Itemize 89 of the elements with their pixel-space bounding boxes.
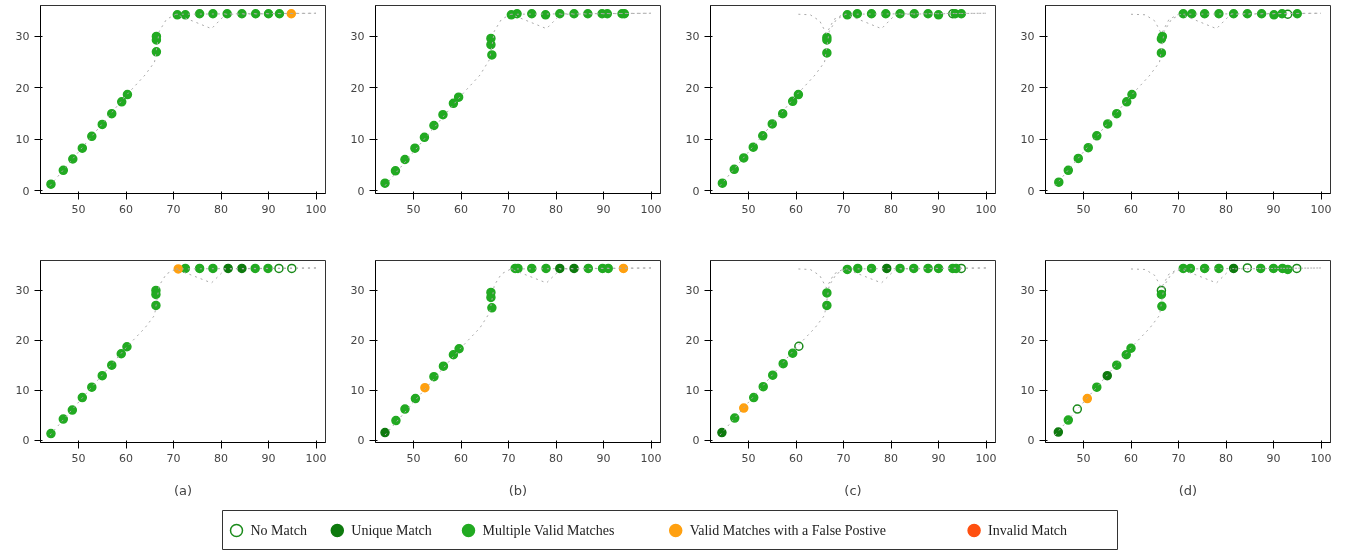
legend-label: Valid Matches with a False Postive [689, 523, 887, 538]
x-tick-label: 90 [1266, 451, 1281, 465]
y-tick-label: 10 [685, 133, 700, 147]
x-tick-label: 100 [305, 202, 327, 216]
y-tick-label: 20 [1020, 81, 1035, 95]
x-tick-label: 50 [71, 202, 86, 216]
y-tick-label: 10 [350, 384, 365, 398]
y-tick-label: 0 [357, 434, 365, 448]
y-tick-label: 0 [357, 184, 365, 198]
x-tick-label: 60 [119, 202, 133, 216]
y-tick-label: 30 [15, 284, 30, 298]
x-tick-label: 90 [261, 451, 276, 465]
y-tick-label: 0 [22, 434, 30, 448]
y-tick-label: 0 [1027, 184, 1035, 198]
x-tick-label: 100 [975, 451, 997, 465]
x-tick-label: 80 [1219, 202, 1233, 216]
x-tick-label: 90 [596, 202, 611, 216]
y-tick-label: 20 [15, 334, 30, 348]
x-tick-label: 90 [931, 202, 946, 216]
x-tick-label: 70 [836, 451, 851, 465]
y-tick-label: 10 [15, 384, 30, 398]
y-tick-label: 10 [1020, 384, 1035, 398]
y-tick-label: 20 [1020, 334, 1035, 348]
x-tick-label: 90 [1266, 202, 1281, 216]
x-tick-label: 70 [1171, 202, 1186, 216]
y-tick-label: 0 [1027, 434, 1035, 448]
x-axis-title: (c) [844, 482, 862, 498]
legend-label: No Match [250, 523, 307, 538]
x-tick-label: 50 [1076, 451, 1091, 465]
x-tick-label: 90 [931, 451, 946, 465]
x-tick-label: 100 [640, 451, 662, 465]
x-tick-label: 90 [261, 202, 276, 216]
y-tick-label: 30 [685, 284, 700, 298]
y-tick-label: 30 [15, 30, 30, 44]
legend-label: Invalid Match [988, 523, 1068, 538]
x-tick-label: 50 [1076, 202, 1091, 216]
x-tick-label: 70 [166, 202, 181, 216]
x-tick-label: 80 [549, 451, 563, 465]
x-tick-label: 50 [741, 451, 756, 465]
x-tick-label: 80 [1219, 451, 1233, 465]
y-tick-label: 10 [1020, 133, 1035, 147]
y-tick-label: 30 [1020, 30, 1035, 44]
x-tick-label: 70 [501, 202, 516, 216]
y-tick-label: 10 [15, 133, 30, 147]
x-axis-title: (a) [173, 482, 193, 498]
x-tick-label: 80 [884, 451, 898, 465]
y-tick-label: 0 [692, 434, 700, 448]
x-tick-label: 70 [836, 202, 851, 216]
x-tick-label: 90 [596, 451, 611, 465]
y-tick-label: 20 [685, 334, 700, 348]
y-tick-label: 0 [22, 184, 30, 198]
x-tick-label: 50 [741, 202, 756, 216]
y-tick-label: 20 [15, 81, 30, 95]
x-tick-label: 60 [789, 202, 803, 216]
y-tick-label: 30 [1020, 284, 1035, 298]
x-tick-label: 80 [884, 202, 898, 216]
y-tick-label: 20 [350, 81, 365, 95]
x-tick-label: 60 [789, 451, 803, 465]
y-tick-label: 0 [692, 184, 700, 198]
x-tick-label: 100 [305, 451, 327, 465]
y-tick-label: 20 [350, 334, 365, 348]
x-tick-label: 100 [640, 202, 662, 216]
y-tick-label: 10 [350, 133, 365, 147]
y-tick-label: 30 [350, 284, 365, 298]
y-tick-label: 30 [350, 30, 365, 44]
y-tick-label: 10 [685, 384, 700, 398]
x-tick-label: 50 [406, 202, 421, 216]
x-tick-label: 60 [119, 451, 133, 465]
y-tick-label: 20 [685, 81, 700, 95]
x-tick-label: 60 [454, 451, 468, 465]
x-axis-title: (b) [508, 482, 528, 498]
y-tick-label: 30 [685, 30, 700, 44]
legend-label: Unique Match [351, 523, 432, 538]
x-tick-label: 60 [1124, 451, 1138, 465]
x-tick-label: 100 [975, 202, 997, 216]
x-tick-label: 70 [1171, 451, 1186, 465]
x-tick-label: 80 [214, 451, 228, 465]
x-tick-label: 60 [454, 202, 468, 216]
x-tick-label: 80 [214, 202, 228, 216]
legend-label: Multiple Valid Matches [482, 523, 615, 538]
x-tick-label: 70 [166, 451, 181, 465]
x-tick-label: 80 [549, 202, 563, 216]
x-axis-title: (d) [1178, 482, 1198, 498]
x-tick-label: 100 [1310, 451, 1332, 465]
x-tick-label: 70 [501, 451, 516, 465]
x-tick-label: 50 [406, 451, 421, 465]
x-tick-label: 60 [1124, 202, 1138, 216]
x-tick-label: 50 [71, 451, 86, 465]
x-tick-label: 100 [1310, 202, 1332, 216]
